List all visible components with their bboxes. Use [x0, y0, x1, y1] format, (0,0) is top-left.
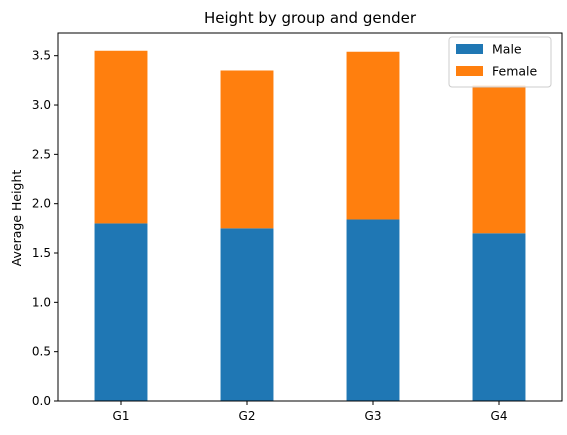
bar-male-g3: [346, 219, 400, 401]
y-tick-label-0.0: 0.0: [32, 394, 51, 408]
x-tick-label-g4: G4: [491, 409, 508, 423]
y-tick-label-2.0: 2.0: [32, 197, 51, 211]
legend-swatch-male: [456, 44, 483, 54]
x-tick-label-g1: G1: [113, 409, 130, 423]
legend-swatch-female: [456, 66, 483, 76]
bar-male-g4: [472, 233, 526, 401]
plot-frame: [57, 32, 563, 402]
x-axis: G1 G2 G3 G4: [113, 401, 508, 423]
legend-label-male: Male: [492, 42, 522, 57]
bar-female-g4: [472, 85, 526, 234]
bar-female-g1: [94, 50, 148, 224]
legend-label-female: Female: [492, 64, 538, 79]
y-tick-label-0.5: 0.5: [32, 345, 51, 359]
y-tick-label-2.5: 2.5: [32, 147, 51, 161]
legend: Male Female: [448, 36, 552, 88]
x-tick-label-g3: G3: [365, 409, 382, 423]
y-tick-label-1.5: 1.5: [32, 246, 51, 260]
chart-title: Height by group and gender: [204, 9, 417, 27]
bar-female-g2: [220, 70, 274, 229]
y-tick-label-3.5: 3.5: [32, 49, 51, 63]
y-tick-label-3.0: 3.0: [32, 98, 51, 112]
y-axis: 0.0 0.5 1.0 1.5 2.0 2.5 3.0 3.5: [32, 49, 58, 408]
y-tick-label-1.0: 1.0: [32, 295, 51, 309]
bars-group: [94, 50, 526, 401]
bar-male-g1: [94, 223, 148, 401]
bar-female-g3: [346, 51, 400, 220]
y-axis-label: Average Height: [9, 170, 24, 267]
x-tick-label-g2: G2: [239, 409, 256, 423]
bar-male-g2: [220, 228, 274, 401]
